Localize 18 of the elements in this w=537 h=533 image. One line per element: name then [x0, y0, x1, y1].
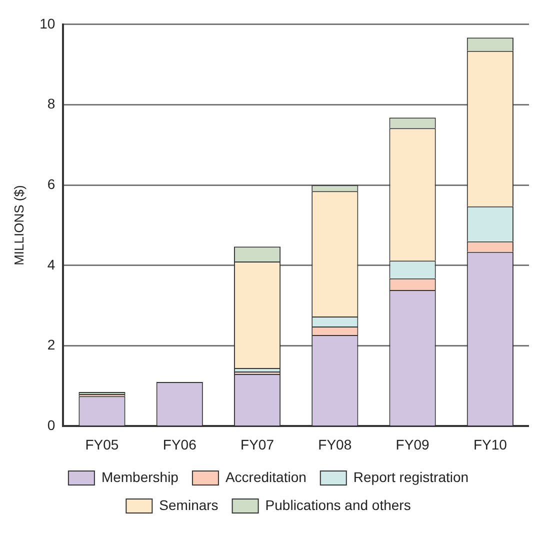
y-tick-label: 2 [47, 336, 56, 353]
y-tick-label: 4 [47, 256, 56, 272]
x-tick-label: FY09 [396, 436, 430, 452]
x-tick-label: FY10 [473, 436, 508, 452]
y-tick-label: 8 [47, 96, 56, 112]
legend-label: Report registration [353, 468, 469, 485]
y-tick-label: 10 [40, 15, 56, 32]
legend-label: Membership [101, 468, 179, 485]
y-axis-title: MILLIONS ($) [11, 185, 26, 266]
x-tick-label: FY06 [162, 436, 197, 452]
x-tick-label: FY08 [318, 436, 352, 452]
legend-label: Publications and others [265, 496, 411, 513]
y-tick-label: 6 [47, 176, 56, 192]
y-tick-label: 0 [47, 417, 56, 434]
x-tick-label: FY07 [240, 436, 274, 452]
legend-label: Seminars [159, 496, 218, 513]
legend-label: Accreditation [225, 468, 306, 485]
x-tick-label: FY05 [85, 436, 119, 452]
